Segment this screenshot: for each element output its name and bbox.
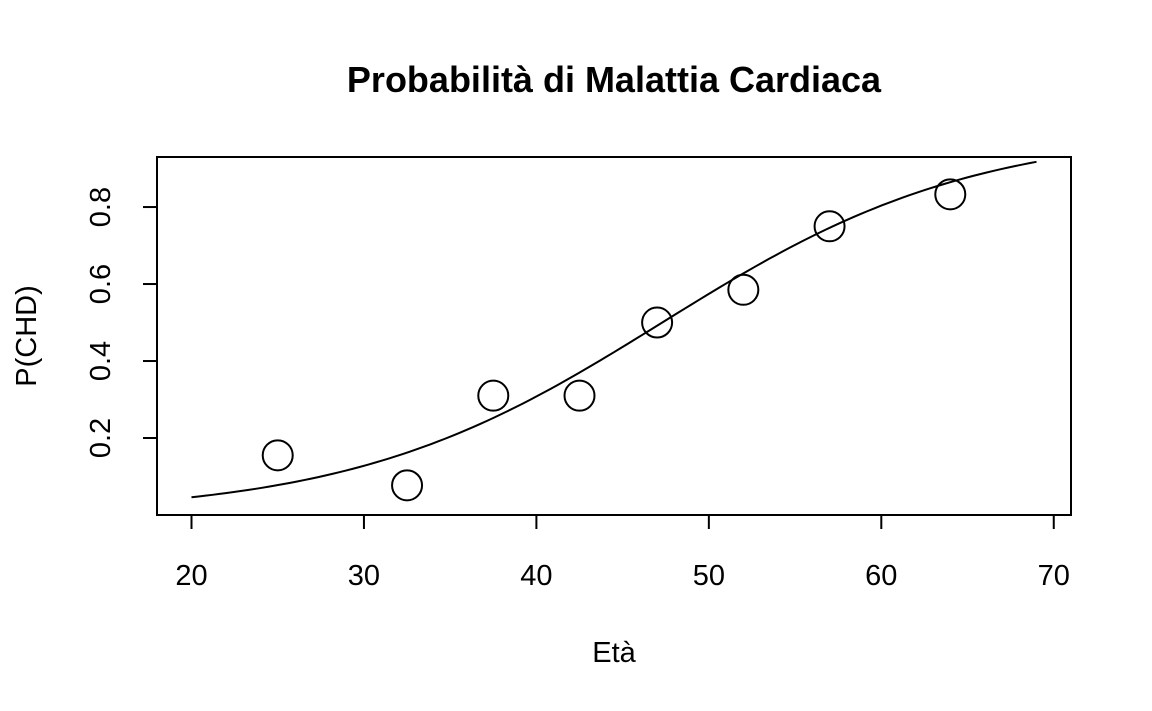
- y-axis-label: P(CHD): [11, 285, 43, 387]
- data-point: [727, 273, 760, 306]
- data-point: [391, 469, 424, 502]
- data-point: [934, 178, 967, 211]
- data-points: [261, 178, 967, 502]
- y-tick-label: 0.4: [85, 341, 117, 381]
- x-tick-label: 50: [693, 560, 725, 592]
- y-axis: 0.2 0.4 0.6 0.8: [85, 187, 158, 458]
- y-tick-label: 0.8: [85, 187, 117, 227]
- plot-frame: [156, 156, 1072, 516]
- data-point: [477, 379, 510, 412]
- chart-title: Probabilità di Malattia Cardiaca: [347, 59, 882, 100]
- x-tick-label: 70: [1038, 560, 1070, 592]
- y-tick-label: 0.2: [85, 418, 117, 458]
- x-axis: 20 30 40 50 60 70: [175, 514, 1070, 592]
- data-point: [563, 379, 596, 412]
- y-tick-label: 0.6: [85, 264, 117, 304]
- x-tick-label: 40: [520, 560, 552, 592]
- x-tick-label: 20: [175, 560, 207, 592]
- fitted-curve: [191, 160, 1037, 499]
- data-point: [813, 210, 846, 243]
- x-tick-label: 60: [865, 560, 897, 592]
- x-tick-label: 30: [348, 560, 380, 592]
- data-point: [261, 439, 294, 472]
- data-point: [641, 306, 674, 339]
- x-axis-label: Età: [592, 637, 636, 669]
